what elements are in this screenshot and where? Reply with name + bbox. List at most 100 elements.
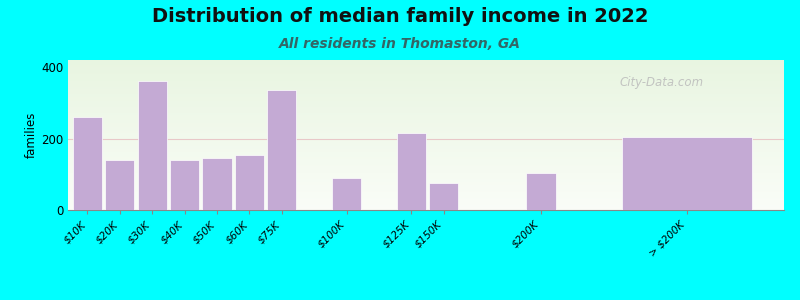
Bar — [68, 138, 784, 139]
Bar — [68, 91, 784, 92]
Bar — [68, 81, 784, 82]
Bar — [68, 157, 784, 158]
Bar — [68, 122, 784, 123]
Bar — [68, 104, 784, 105]
Bar — [68, 205, 784, 206]
Bar — [68, 61, 784, 62]
Bar — [68, 195, 784, 196]
Bar — [68, 163, 784, 164]
Bar — [68, 130, 784, 131]
Bar — [68, 144, 784, 145]
Bar — [68, 99, 784, 100]
Bar — [68, 178, 784, 179]
Bar — [68, 71, 784, 72]
Bar — [68, 153, 784, 154]
Bar — [68, 76, 784, 77]
Bar — [68, 160, 784, 161]
Bar — [68, 84, 784, 85]
Bar — [68, 199, 784, 200]
Bar — [68, 133, 784, 134]
Bar — [68, 119, 784, 120]
Bar — [68, 79, 784, 80]
Bar — [68, 113, 784, 114]
Bar — [68, 204, 784, 205]
Bar — [68, 177, 784, 178]
Bar — [68, 116, 784, 117]
Bar — [68, 174, 784, 175]
Bar — [68, 77, 784, 78]
Bar — [68, 123, 784, 124]
Bar — [68, 154, 784, 155]
Bar — [68, 89, 784, 90]
Bar — [68, 80, 784, 81]
Bar — [68, 120, 784, 121]
Bar — [622, 137, 752, 210]
Bar — [68, 94, 784, 95]
Bar — [68, 156, 784, 157]
Bar — [68, 152, 784, 153]
Bar — [68, 128, 784, 129]
Bar — [106, 160, 134, 210]
Text: City-Data.com: City-Data.com — [619, 76, 703, 89]
Bar — [68, 100, 784, 101]
Bar — [68, 65, 784, 66]
Bar — [68, 148, 784, 149]
Bar — [68, 83, 784, 84]
Bar — [68, 201, 784, 202]
Bar — [68, 67, 784, 68]
Bar — [68, 70, 784, 71]
Bar — [68, 202, 784, 203]
Bar — [332, 178, 362, 210]
Bar — [68, 85, 784, 86]
Bar — [73, 117, 102, 210]
Bar — [68, 117, 784, 118]
Bar — [68, 134, 784, 135]
Bar — [68, 87, 784, 88]
Bar — [68, 208, 784, 209]
Bar — [68, 149, 784, 150]
Bar — [235, 154, 264, 210]
Bar — [68, 176, 784, 177]
Bar — [68, 202, 784, 203]
Bar — [68, 135, 784, 136]
Bar — [68, 172, 784, 173]
Bar — [68, 158, 784, 159]
Bar — [68, 161, 784, 162]
Bar — [68, 78, 784, 79]
Bar — [68, 150, 784, 151]
Bar — [68, 132, 784, 133]
Bar — [68, 187, 784, 188]
Bar — [68, 194, 784, 195]
Bar — [68, 139, 784, 140]
Bar — [68, 171, 784, 172]
Bar — [68, 82, 784, 83]
Bar — [68, 173, 784, 174]
Bar — [68, 183, 784, 184]
Bar — [68, 105, 784, 106]
Bar — [68, 189, 784, 190]
Bar — [68, 69, 784, 70]
Bar — [68, 168, 784, 169]
Bar — [68, 66, 784, 67]
Bar — [68, 86, 784, 87]
Bar — [68, 155, 784, 156]
Bar — [68, 63, 784, 64]
Bar — [68, 68, 784, 69]
Bar — [68, 64, 784, 65]
Bar — [68, 206, 784, 207]
Bar — [68, 98, 784, 99]
Bar — [68, 191, 784, 192]
Bar — [68, 159, 784, 160]
Bar — [68, 169, 784, 170]
Bar — [68, 107, 784, 108]
Bar — [68, 181, 784, 182]
Bar — [68, 118, 784, 119]
Bar — [68, 110, 784, 111]
Bar — [430, 183, 458, 210]
Bar — [68, 82, 784, 83]
Bar — [68, 137, 784, 138]
Bar — [68, 101, 784, 102]
Bar — [68, 95, 784, 96]
Y-axis label: families: families — [25, 112, 38, 158]
Bar — [68, 192, 784, 193]
